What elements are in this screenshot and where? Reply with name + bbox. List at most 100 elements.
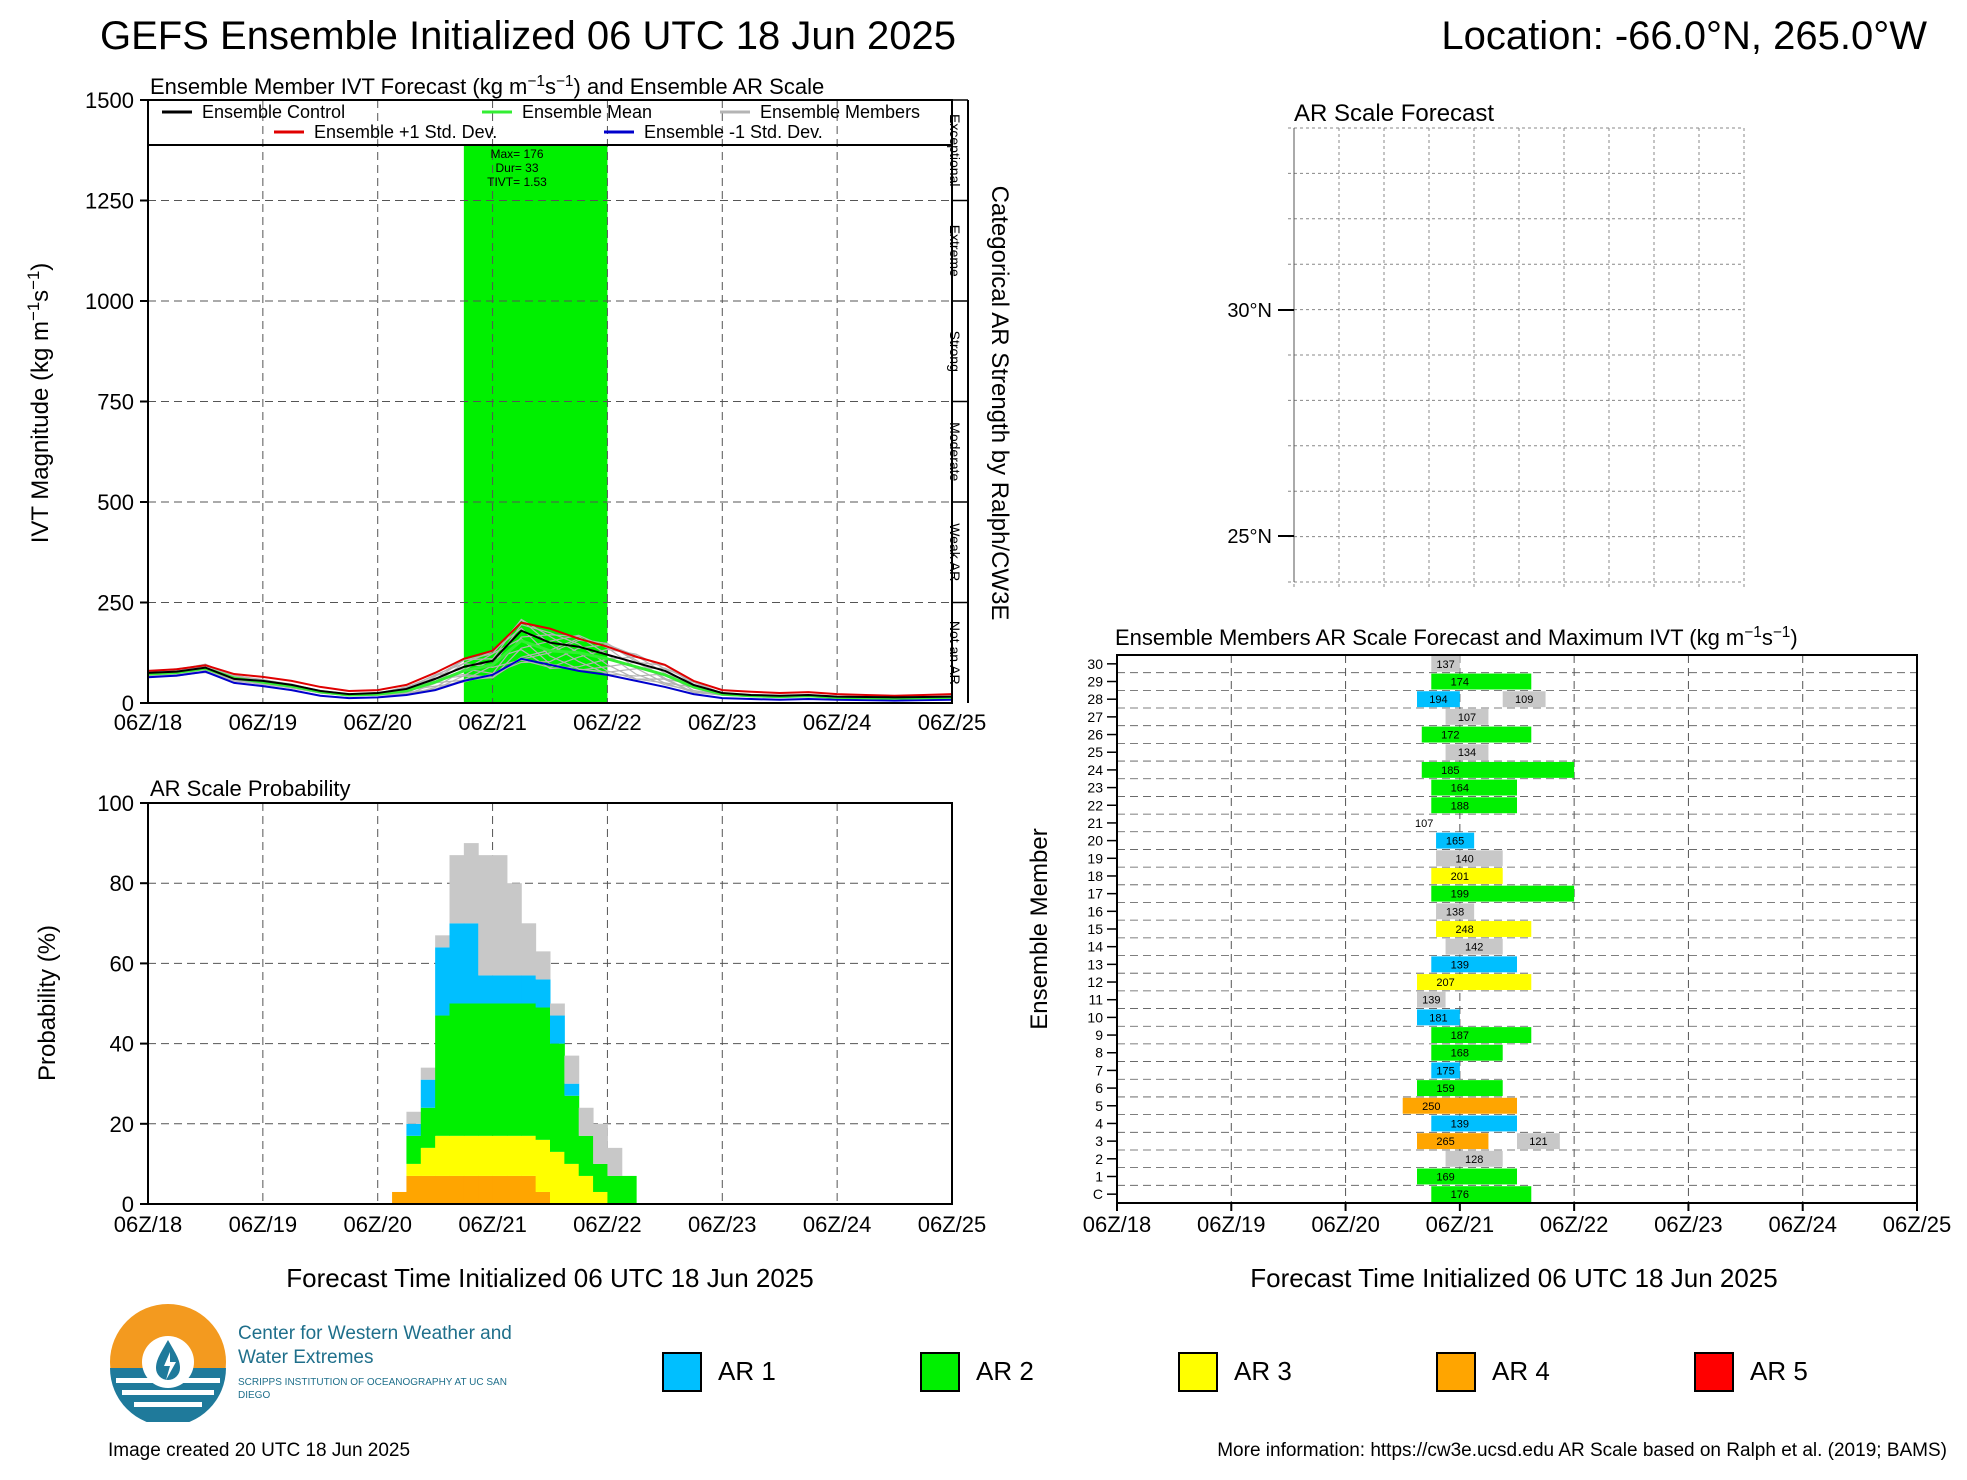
member-bar: [1431, 673, 1532, 690]
prob-bar-ar1: [463, 923, 479, 1004]
prob-bar-ar4: [521, 1175, 537, 1204]
prob-xtick-label: 06Z/22: [573, 1212, 642, 1237]
member-bar: [1431, 1044, 1503, 1061]
prob-bar-ar1: [492, 975, 508, 1004]
ivt-ytick-label: 750: [97, 390, 134, 415]
member-max-ivt: 207: [1436, 977, 1454, 989]
prob-bar-ar3: [578, 1175, 594, 1204]
member-label: 10: [1087, 1009, 1103, 1025]
prob-bar-ar3: [420, 1147, 436, 1176]
member-label: 28: [1087, 691, 1103, 707]
member-label: 27: [1087, 709, 1103, 725]
member-bar: [1502, 691, 1546, 708]
ar-annotation: TIVT= 1.53: [487, 175, 547, 189]
prob-bar-gray: [550, 1003, 565, 1016]
member-label: 12: [1087, 974, 1103, 990]
category-axis-title: Categorical AR Strength by Ralph/CW3E: [986, 186, 1013, 621]
member-label: 25: [1087, 744, 1103, 760]
prob-bar-ar3: [435, 1135, 450, 1176]
member-bar: [1431, 1115, 1517, 1132]
prob-bar-ar1: [535, 979, 551, 1008]
member-max-ivt: 250: [1422, 1101, 1440, 1113]
legend-text-0: Ensemble Control: [202, 102, 345, 122]
member-max-ivt: 248: [1455, 924, 1473, 936]
member-max-ivt: 201: [1451, 871, 1469, 883]
prob-bar-ar3: [535, 1139, 551, 1192]
members-xtick-label: 06Z/20: [1311, 1212, 1380, 1237]
category-label: Strong: [947, 331, 963, 372]
prob-xtick-label: 06Z/24: [803, 1212, 872, 1237]
legend-swatch-ar5: [1694, 1352, 1734, 1392]
ivt-ytick-label: 1250: [85, 189, 134, 214]
member-max-ivt: 139: [1451, 1118, 1469, 1130]
prob-xtick-label: 06Z/18: [114, 1212, 183, 1237]
prob-ytick-label: 20: [110, 1112, 134, 1137]
ivt-xtick-label: 06Z/21: [458, 710, 527, 735]
prob-bar-gray: [478, 855, 494, 976]
member-max-ivt: 107: [1458, 712, 1476, 724]
member-bar: [1431, 779, 1517, 796]
members-xtick-label: 06Z/18: [1083, 1212, 1152, 1237]
prob-bar-ar4: [535, 1191, 551, 1204]
members-xtick-label: 06Z/19: [1197, 1212, 1266, 1237]
category-label: Moderate: [947, 422, 963, 481]
member-bar: [1445, 1150, 1503, 1167]
prob-bar-ar2: [492, 1003, 508, 1136]
prob-bar-ar1: [435, 947, 450, 1016]
members-xtick-label: 06Z/21: [1426, 1212, 1495, 1237]
prob-bar-ar4: [506, 1175, 522, 1204]
prob-bar-gray: [420, 1067, 436, 1080]
ivt-xtick-label: 06Z/23: [688, 710, 757, 735]
prob-xtick-label: 06Z/23: [688, 1212, 757, 1237]
member-max-ivt: 169: [1436, 1171, 1454, 1183]
ivt-xtick-label: 06Z/18: [114, 710, 183, 735]
member-label: 4: [1095, 1115, 1103, 1131]
ivt-xtick-label: 06Z/22: [573, 710, 642, 735]
member-bar: [1431, 1062, 1460, 1079]
prob-bar-ar2: [550, 1043, 565, 1152]
prob-chart-title: AR Scale Probability: [150, 776, 351, 801]
member-bar: [1517, 1133, 1560, 1150]
prob-bar-ar3: [492, 1135, 508, 1176]
prob-bar-ar2: [463, 1003, 479, 1136]
prob-ytick-label: 0: [122, 1192, 134, 1217]
member-max-ivt: 188: [1451, 800, 1469, 812]
member-label: 23: [1087, 780, 1103, 796]
members-xtick-label: 06Z/24: [1768, 1212, 1837, 1237]
member-bar: [1431, 797, 1517, 814]
prob-bar-ar1: [506, 975, 522, 1004]
member-max-ivt: 109: [1515, 694, 1533, 706]
members-xtick-label: 06Z/25: [1883, 1212, 1952, 1237]
prob-ytick-label: 100: [97, 791, 134, 816]
prob-bar-ar1: [449, 923, 465, 1004]
member-bar: [1445, 938, 1503, 955]
prob-xlabel: Forecast Time Initialized 06 UTC 18 Jun …: [286, 1263, 813, 1293]
member-label: 13: [1087, 956, 1103, 972]
prob-xtick-label: 06Z/25: [918, 1212, 987, 1237]
member-bar: [1436, 921, 1532, 937]
members-chart-title: Ensemble Members AR Scale Forecast and M…: [1115, 624, 1798, 651]
members-xtick-label: 06Z/23: [1654, 1212, 1723, 1237]
ivt-ytick-label: 0: [122, 691, 134, 716]
prob-bar-gray: [449, 855, 465, 924]
prob-bar-ar3: [463, 1135, 479, 1176]
minus-std-line: [147, 657, 953, 702]
category-label: Exceptional: [947, 114, 963, 186]
ivt-xtick-label: 06Z/24: [803, 710, 872, 735]
category-label: Extreme: [947, 225, 963, 277]
ivt-ytick-label: 1000: [85, 289, 134, 314]
member-bar: [1431, 956, 1517, 973]
prob-bar-ar3: [550, 1151, 565, 1204]
created-timestamp: Image created 20 UTC 18 Jun 2025: [108, 1440, 411, 1461]
cw3e-logo: [110, 1304, 226, 1422]
prob-bar-ar4: [492, 1175, 508, 1204]
member-max-ivt: 175: [1436, 1065, 1454, 1077]
member-max-ivt: 137: [1436, 659, 1454, 671]
legend-swatch-ar3: [1178, 1352, 1218, 1392]
prob-bar-ar3: [406, 1163, 422, 1176]
prob-bar-gray: [607, 1147, 623, 1176]
member-max-ivt: 159: [1436, 1083, 1454, 1095]
ivt-chart-title: Ensemble Member IVT Forecast (kg m−1s−1)…: [150, 73, 824, 100]
members-xtick-label: 06Z/22: [1540, 1212, 1609, 1237]
location-label: Location: -66.0°N, 265.0°W: [1441, 14, 1927, 58]
